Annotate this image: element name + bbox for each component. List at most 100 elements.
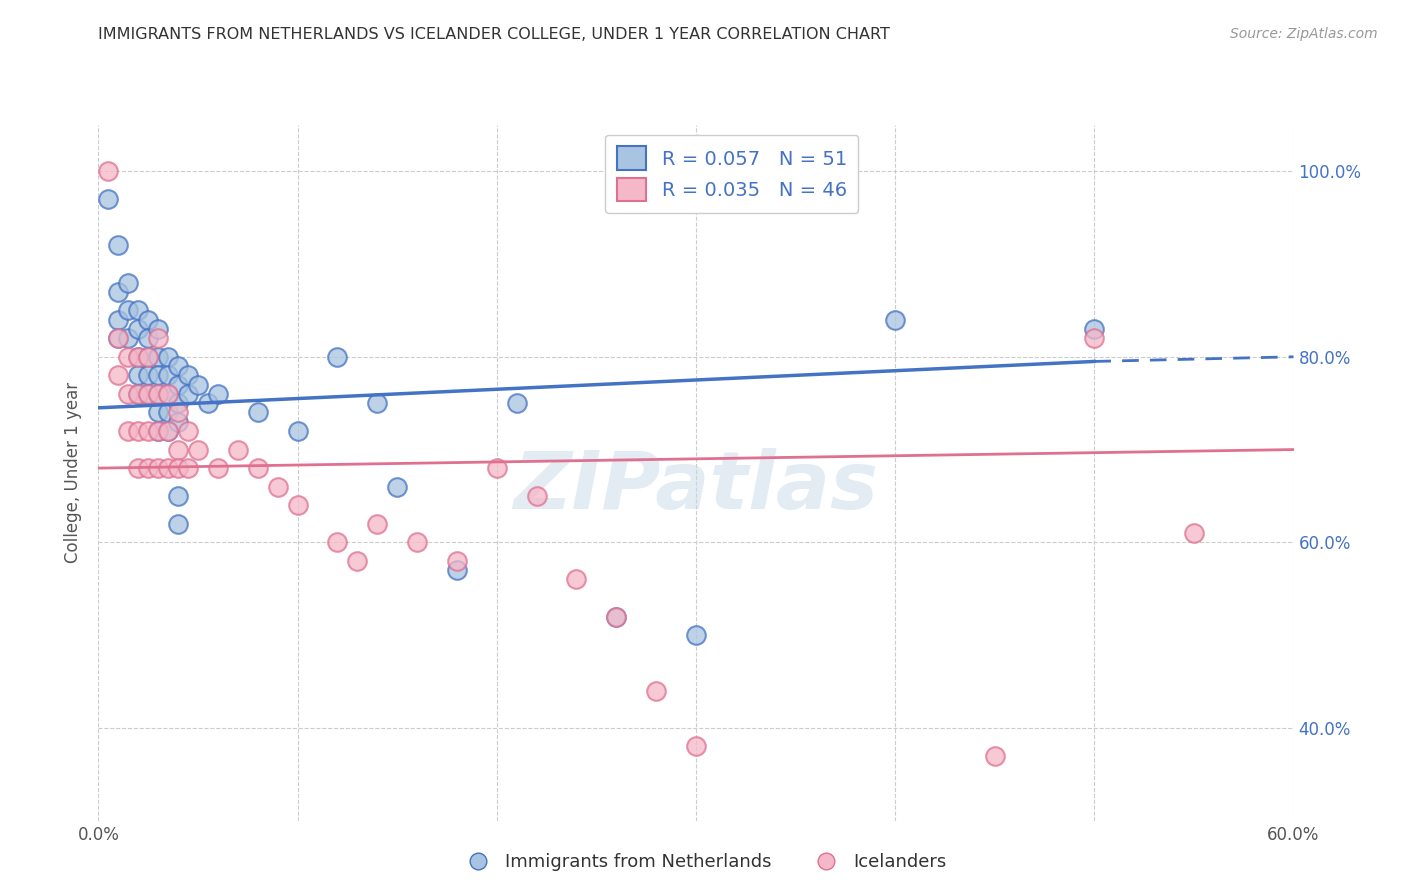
Point (136, 350, 159, 364)
Point (485, 461, 508, 475)
Point (167, 489, 190, 503)
Point (107, 368, 129, 383)
Point (167, 405, 190, 419)
Point (127, 350, 149, 364)
Point (127, 368, 149, 383)
Point (148, 350, 170, 364)
Point (148, 368, 170, 383)
Point (187, 442, 209, 457)
Point (605, 609, 627, 624)
Point (177, 424, 200, 438)
Point (167, 415, 190, 429)
Point (117, 424, 139, 438)
Point (287, 424, 309, 438)
Point (127, 387, 149, 401)
Point (685, 628, 707, 642)
Point (148, 387, 170, 401)
Point (605, 609, 627, 624)
Point (1182, 526, 1205, 541)
Point (148, 424, 170, 438)
Point (117, 387, 139, 401)
Point (127, 322, 149, 336)
Point (884, 312, 907, 326)
Point (406, 535, 429, 549)
Point (1083, 331, 1105, 345)
Point (565, 573, 588, 587)
Point (157, 350, 180, 364)
Point (107, 331, 129, 345)
Point (127, 424, 149, 438)
Legend: Immigrants from Netherlands, Icelanders: Immigrants from Netherlands, Icelanders (453, 847, 953, 879)
Point (157, 387, 180, 401)
Point (226, 442, 249, 457)
Point (1083, 322, 1105, 336)
Point (127, 303, 149, 318)
Point (167, 442, 190, 457)
Point (267, 480, 290, 494)
Point (157, 387, 180, 401)
Point (167, 377, 190, 392)
Point (346, 554, 368, 568)
Point (177, 461, 200, 475)
Legend: R = 0.057   N = 51, R = 0.035   N = 46: R = 0.057 N = 51, R = 0.035 N = 46 (605, 135, 859, 213)
Point (136, 368, 159, 383)
Point (127, 350, 149, 364)
Point (107, 238, 129, 252)
Point (246, 461, 269, 475)
Point (446, 563, 468, 577)
Point (148, 331, 170, 345)
Y-axis label: College, Under 1 year: College, Under 1 year (65, 382, 83, 564)
Text: ZIPatlas: ZIPatlas (513, 448, 879, 525)
Point (526, 489, 548, 503)
Point (645, 683, 668, 698)
Point (167, 359, 190, 373)
Point (246, 405, 269, 419)
Point (167, 461, 190, 475)
Point (136, 350, 159, 364)
Point (506, 396, 529, 410)
Point (446, 554, 468, 568)
Point (136, 424, 159, 438)
Point (117, 276, 139, 290)
Point (385, 480, 409, 494)
Point (207, 461, 229, 475)
Point (97, 192, 120, 206)
Point (148, 424, 170, 438)
Point (157, 368, 180, 383)
Point (326, 535, 349, 549)
Point (685, 739, 707, 754)
Point (107, 312, 129, 326)
Point (207, 387, 229, 401)
Point (97, 164, 120, 178)
Point (148, 322, 170, 336)
Point (127, 461, 149, 475)
Point (148, 387, 170, 401)
Point (157, 424, 180, 438)
Point (136, 387, 159, 401)
Point (136, 461, 159, 475)
Point (107, 285, 129, 299)
Point (148, 405, 170, 419)
Point (167, 396, 190, 410)
Text: Source: ZipAtlas.com: Source: ZipAtlas.com (1230, 27, 1378, 41)
Point (127, 387, 149, 401)
Point (287, 498, 309, 512)
Point (136, 312, 159, 326)
Point (136, 331, 159, 345)
Point (984, 748, 1007, 763)
Point (157, 461, 180, 475)
Point (326, 350, 349, 364)
Point (157, 424, 180, 438)
Point (197, 396, 219, 410)
Point (136, 387, 159, 401)
Point (366, 396, 388, 410)
Point (117, 303, 139, 318)
Point (177, 387, 200, 401)
Point (366, 516, 388, 531)
Point (187, 377, 209, 392)
Point (117, 331, 139, 345)
Point (157, 405, 180, 419)
Point (177, 368, 200, 383)
Point (117, 350, 139, 364)
Text: IMMIGRANTS FROM NETHERLANDS VS ICELANDER COLLEGE, UNDER 1 YEAR CORRELATION CHART: IMMIGRANTS FROM NETHERLANDS VS ICELANDER… (98, 27, 890, 42)
